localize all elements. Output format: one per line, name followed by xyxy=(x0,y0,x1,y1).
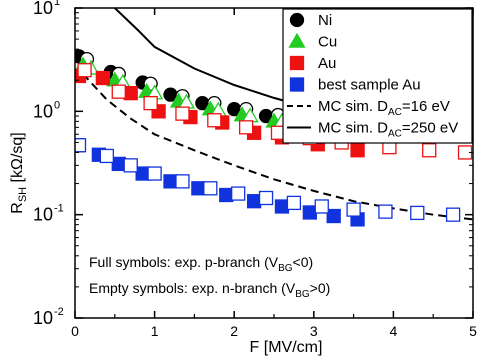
sim-line-16ev xyxy=(82,73,473,221)
legend-box xyxy=(282,8,473,144)
x-tick-label: 5 xyxy=(469,323,477,339)
legend-best-sample-au-marker xyxy=(289,77,305,92)
au-filled-point xyxy=(123,85,138,101)
legend-label: Ni xyxy=(318,12,332,29)
au-empty-point xyxy=(207,113,222,128)
x-tick-label: 2 xyxy=(230,323,238,339)
best-sample-au-empty-point xyxy=(314,199,329,214)
au-empty-point xyxy=(111,84,126,99)
best-sample-au-empty-point xyxy=(231,186,246,201)
legend-au-marker xyxy=(289,55,305,71)
best-sample-au-empty-point xyxy=(75,138,87,153)
annotations: Full symbols: exp. p-branch (VBG<0) Empty… xyxy=(89,254,330,300)
annotation-full-symbols: Full symbols: exp. p-branch (VBG<0) xyxy=(89,254,313,274)
legend-label: Au xyxy=(318,55,336,72)
annotation-empty-symbols: Empty symbols: exp. n-branch (VBG>0) xyxy=(89,280,330,300)
au-empty-point xyxy=(238,120,254,135)
x-tick-label: 3 xyxy=(310,323,318,339)
best-sample-au-filled-point xyxy=(111,156,126,172)
legend-ni-marker xyxy=(289,12,305,28)
y-tick-label: 10 xyxy=(33,205,53,225)
au-filled-point xyxy=(350,143,365,158)
legend-label: best sample Au xyxy=(318,77,421,94)
best-sample-au-empty-point xyxy=(378,204,393,219)
y-tick-label: 10 xyxy=(33,308,53,328)
best-sample-au-filled-point xyxy=(163,174,178,189)
best-sample-au-empty-point xyxy=(203,181,218,196)
legend-label: MC sim. DAC=16 eV xyxy=(318,98,450,118)
best-sample-au-empty-point xyxy=(123,158,138,173)
legend: Ni Cu Au best sample Au MC sim. DAC=16 eVMC … xyxy=(282,8,473,144)
best-sample-au-empty-point xyxy=(99,148,114,164)
best-sample-au-filled-point xyxy=(246,194,262,209)
best-sample-au-empty-point xyxy=(175,174,190,189)
best-sample-au-filled-point xyxy=(326,208,341,224)
y-tick-exponent: -1 xyxy=(54,203,64,215)
au-empty-point xyxy=(422,143,437,158)
best-sample-au-filled-point xyxy=(191,181,206,196)
legend-label: Cu xyxy=(318,34,337,51)
best-sample-au-empty-point xyxy=(410,205,425,221)
best-sample-au-empty-point xyxy=(147,166,162,181)
x-tick-label: 1 xyxy=(151,323,159,339)
au-empty-point xyxy=(143,96,158,111)
best-sample-au-filled-point xyxy=(219,187,234,203)
y-axis-label: RSH [kΩ/sq] xyxy=(9,132,29,213)
au-empty-point xyxy=(77,63,92,78)
y-tick-exponent: 0 xyxy=(54,99,60,111)
au-empty-point xyxy=(175,106,190,121)
legend-label: MC sim. DAC=250 eV xyxy=(318,120,458,140)
x-axis-label: F [MV/cm] xyxy=(250,339,323,356)
au-filled-point xyxy=(95,70,111,86)
best-sample-au-empty-point xyxy=(445,207,461,222)
best-sample-au-filled-point xyxy=(274,199,290,214)
legend-cu-marker xyxy=(288,32,306,48)
y-tick-exponent: -2 xyxy=(54,306,64,318)
best-sample-au-empty-point xyxy=(346,202,361,217)
y-tick-label: 10 xyxy=(33,101,53,121)
best-sample-au-empty-point xyxy=(258,190,274,206)
y-tick-label: 10 xyxy=(33,0,53,18)
best-sample-au-empty-point xyxy=(286,195,302,211)
x-tick-label: 4 xyxy=(390,323,398,339)
y-tick-exponent: 1 xyxy=(54,0,60,8)
best-sample-au-filled-point xyxy=(135,166,150,181)
best-sample-au-filled-point xyxy=(302,205,317,220)
x-tick-label: 0 xyxy=(71,323,79,339)
